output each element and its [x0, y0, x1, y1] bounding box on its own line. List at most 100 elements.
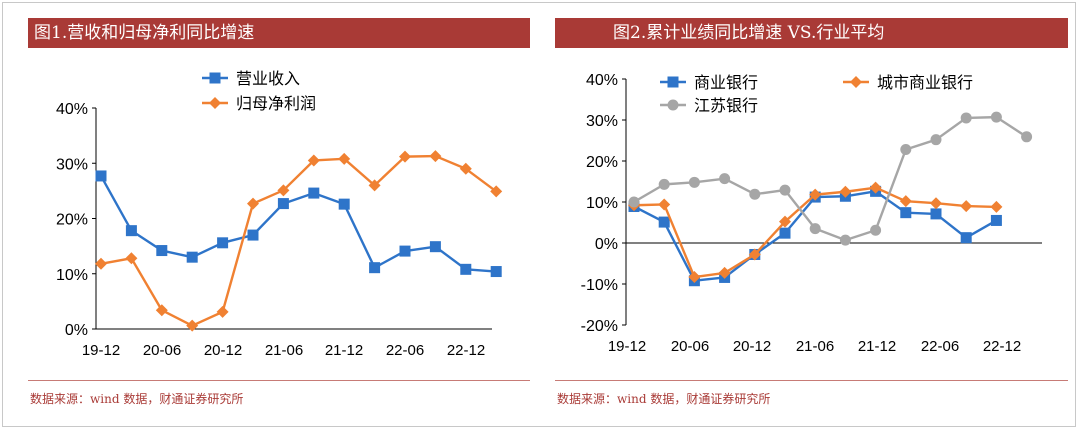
- data-point: [429, 241, 441, 253]
- data-point: [809, 188, 822, 201]
- data-point: [960, 232, 972, 244]
- data-point: [156, 245, 168, 257]
- y-tick-label: -10%: [581, 277, 618, 294]
- y-tick-label: 30%: [56, 156, 88, 173]
- data-point: [338, 152, 351, 165]
- data-point: [779, 227, 791, 239]
- x-tick-label: 22-06: [921, 338, 959, 355]
- data-point: [628, 196, 640, 208]
- series-line: [99, 175, 497, 273]
- y-tick-label: 10%: [586, 195, 618, 212]
- x-tick-label: 21-12: [325, 342, 363, 359]
- data-source-note: 数据来源：wind 数据，财通证券研究所: [557, 392, 771, 406]
- data-point: [839, 185, 852, 198]
- legend-marker: [850, 76, 862, 88]
- data-point: [460, 263, 472, 275]
- data-point: [990, 111, 1002, 123]
- legend-label: 商业银行: [694, 74, 758, 92]
- data-point: [247, 229, 259, 241]
- legend-marker: [209, 97, 221, 109]
- data-point: [369, 262, 381, 274]
- data-point: [960, 200, 973, 213]
- data-point: [719, 173, 731, 185]
- data-point: [125, 252, 138, 265]
- legend-marker: [667, 76, 679, 88]
- data-point: [95, 257, 107, 270]
- chart-title: 图2.累计业绩同比增速 VS.行业平均: [555, 18, 1068, 48]
- data-point: [307, 154, 320, 167]
- y-tick-label: 40%: [56, 101, 88, 118]
- data-point: [490, 266, 502, 278]
- data-point: [277, 184, 290, 197]
- y-tick-label: 20%: [56, 212, 88, 229]
- data-point: [277, 198, 289, 210]
- revenue-profit-chart: 0% 10% 20% 30% 40% 19-12 20-06 20-12 21-06 21-12 2…: [56, 70, 503, 359]
- data-source-note: 数据来源：wind 数据，财通证券研究所: [30, 392, 244, 406]
- data-point: [930, 208, 942, 220]
- x-tick-label: 20-12: [204, 342, 242, 359]
- legend-label: 营业收入: [236, 70, 300, 88]
- data-point: [399, 245, 411, 257]
- data-point: [490, 185, 503, 198]
- series-line: [100, 154, 497, 327]
- y-tick-label: 40%: [586, 72, 618, 89]
- x-tick-label: 22-12: [447, 342, 485, 359]
- data-point: [839, 234, 851, 246]
- y-tick-label: -20%: [581, 318, 618, 335]
- x-tick-label: 21-12: [858, 338, 896, 355]
- y-tick-label: 0%: [595, 236, 618, 253]
- data-point: [338, 198, 350, 210]
- data-point: [900, 207, 912, 219]
- cumulative-growth-chart: -20% -10% 0% 10% 20% 30% 40% 19-12 20-06 20-12 21-…: [581, 72, 1042, 355]
- data-point: [125, 225, 137, 237]
- x-tick-label: 21-06: [265, 342, 303, 359]
- data-point: [429, 150, 442, 163]
- data-point: [749, 188, 761, 200]
- data-point: [186, 251, 198, 263]
- data-point: [658, 198, 671, 211]
- x-tick-label: 22-06: [386, 342, 424, 359]
- legend-marker: [209, 72, 221, 84]
- data-point: [930, 134, 942, 146]
- data-point: [869, 181, 882, 194]
- data-point: [155, 304, 168, 317]
- data-point: [779, 215, 791, 228]
- x-tick-label: 19-12: [82, 342, 120, 359]
- y-tick-label: 30%: [586, 113, 618, 130]
- data-point: [658, 216, 670, 228]
- x-tick-label: 21-06: [796, 338, 834, 355]
- chart-title: 图1.营收和归母净利同比增速: [28, 18, 530, 48]
- legend-label: 归母净利润: [236, 95, 316, 113]
- legend-marker: [667, 99, 679, 111]
- data-point: [1021, 131, 1033, 143]
- data-point: [990, 200, 1003, 213]
- y-tick-label: 0%: [65, 322, 88, 339]
- data-point: [990, 214, 1002, 226]
- data-point: [688, 176, 700, 188]
- data-point: [718, 266, 731, 279]
- data-point: [899, 195, 912, 208]
- data-point: [960, 112, 972, 124]
- data-point: [870, 224, 882, 236]
- data-point: [809, 223, 821, 235]
- y-tick-label: 10%: [56, 267, 88, 284]
- legend-label: 城市商业银行: [877, 74, 973, 92]
- data-point: [308, 187, 320, 199]
- x-tick-label: 20-06: [143, 342, 181, 359]
- data-point: [688, 271, 701, 284]
- data-point: [900, 144, 912, 156]
- x-tick-label: 20-12: [733, 338, 771, 355]
- data-point: [216, 305, 229, 318]
- x-tick-label: 19-12: [608, 338, 646, 355]
- data-point: [217, 237, 229, 249]
- right-panel: 图2.累计业绩同比增速 VS.行业平均 -20% -10% 0% 10% 20% 30% 4…: [540, 0, 1080, 431]
- left-panel: 图1.营收和归母净利同比增速 0% 10% 20% 30% 40% 19-12 20-06 2…: [28, 18, 530, 406]
- source-divider: [555, 380, 1068, 381]
- data-point: [186, 319, 199, 332]
- data-point: [95, 170, 107, 182]
- x-tick-label: 20-06: [671, 338, 709, 355]
- source-divider: [28, 380, 530, 381]
- data-point: [368, 179, 381, 192]
- legend-label: 江苏银行: [694, 97, 758, 115]
